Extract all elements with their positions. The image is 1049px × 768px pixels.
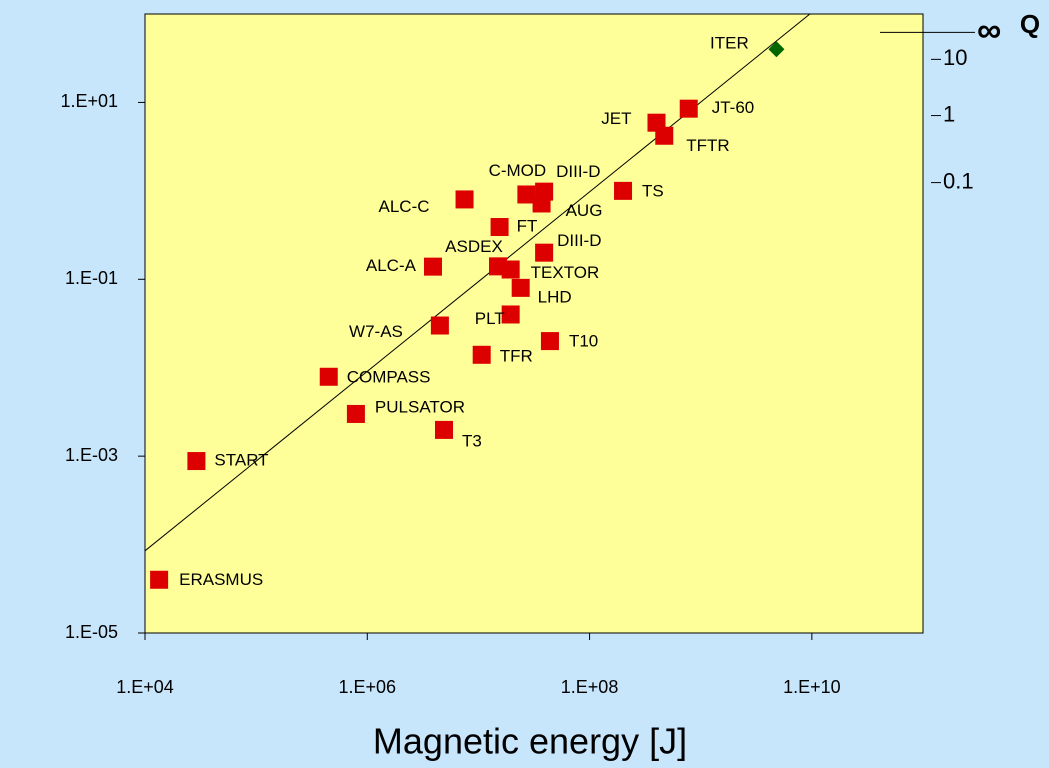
y2-tick-label: ∞	[977, 11, 1001, 49]
point-label: C-MOD	[489, 161, 547, 180]
point-label: ERASMUS	[179, 570, 263, 589]
x-tick-label: 1.E+10	[783, 677, 841, 697]
point	[535, 243, 554, 262]
point-label: TFTR	[686, 136, 729, 155]
point-label: ALC-A	[366, 256, 417, 275]
point	[532, 194, 551, 213]
point-label: START	[214, 451, 268, 470]
point	[614, 181, 633, 200]
x-tick-label: 1.E+06	[339, 677, 397, 697]
point-label: JT-60	[712, 98, 755, 117]
y-tick-label: 1.E-05	[65, 622, 118, 642]
point	[346, 404, 365, 423]
y-tick-label: 1.E-01	[65, 268, 118, 288]
point-label: AUG	[566, 201, 603, 220]
point	[517, 185, 536, 204]
point-label: TFR	[500, 346, 533, 365]
y-tick-label: 1.E+01	[60, 91, 118, 111]
point	[768, 41, 785, 58]
point	[511, 278, 530, 297]
point	[423, 257, 442, 276]
point	[455, 190, 474, 209]
point-label: ITER	[710, 34, 749, 53]
y2-tick-label: 10	[943, 45, 967, 70]
point-label: DIII-D	[556, 162, 600, 181]
point-label: PULSATOR	[375, 397, 465, 416]
x-axis-title: Magnetic energy [J]	[373, 721, 687, 762]
y2-tick-label: 0.1	[943, 168, 974, 193]
point	[501, 305, 520, 324]
y2-tick-label: 1	[943, 101, 955, 126]
point	[501, 260, 520, 279]
point-label: T10	[569, 332, 598, 351]
point-label: ASDEX	[445, 237, 503, 256]
x-tick-label: 1.E+04	[116, 677, 174, 697]
point-label: JET	[601, 109, 631, 128]
point-label: ALC-C	[379, 197, 430, 216]
point-label: TEXTOR	[531, 263, 600, 282]
point	[655, 126, 674, 145]
point-label: T3	[462, 431, 482, 450]
point-label: DIII-D	[557, 231, 601, 250]
point-label: COMPASS	[347, 367, 431, 386]
y-tick-label: 1.E-03	[65, 445, 118, 465]
point	[187, 452, 206, 471]
point	[490, 218, 509, 237]
point	[434, 420, 453, 439]
point	[472, 345, 491, 364]
point	[679, 99, 698, 118]
point	[319, 367, 338, 386]
plot-area	[144, 13, 924, 634]
point-label: W7-AS	[349, 322, 403, 341]
point-label: FT	[517, 217, 538, 236]
point-label: PLT	[475, 309, 505, 328]
fit-line	[145, 14, 811, 552]
point-label: LHD	[538, 287, 572, 306]
point	[540, 332, 559, 351]
point	[430, 316, 449, 335]
x-tick-label: 1.E+08	[561, 677, 619, 697]
y2-axis-title: Q	[1020, 9, 1040, 39]
point	[150, 570, 169, 589]
point-label: TS	[642, 181, 664, 200]
